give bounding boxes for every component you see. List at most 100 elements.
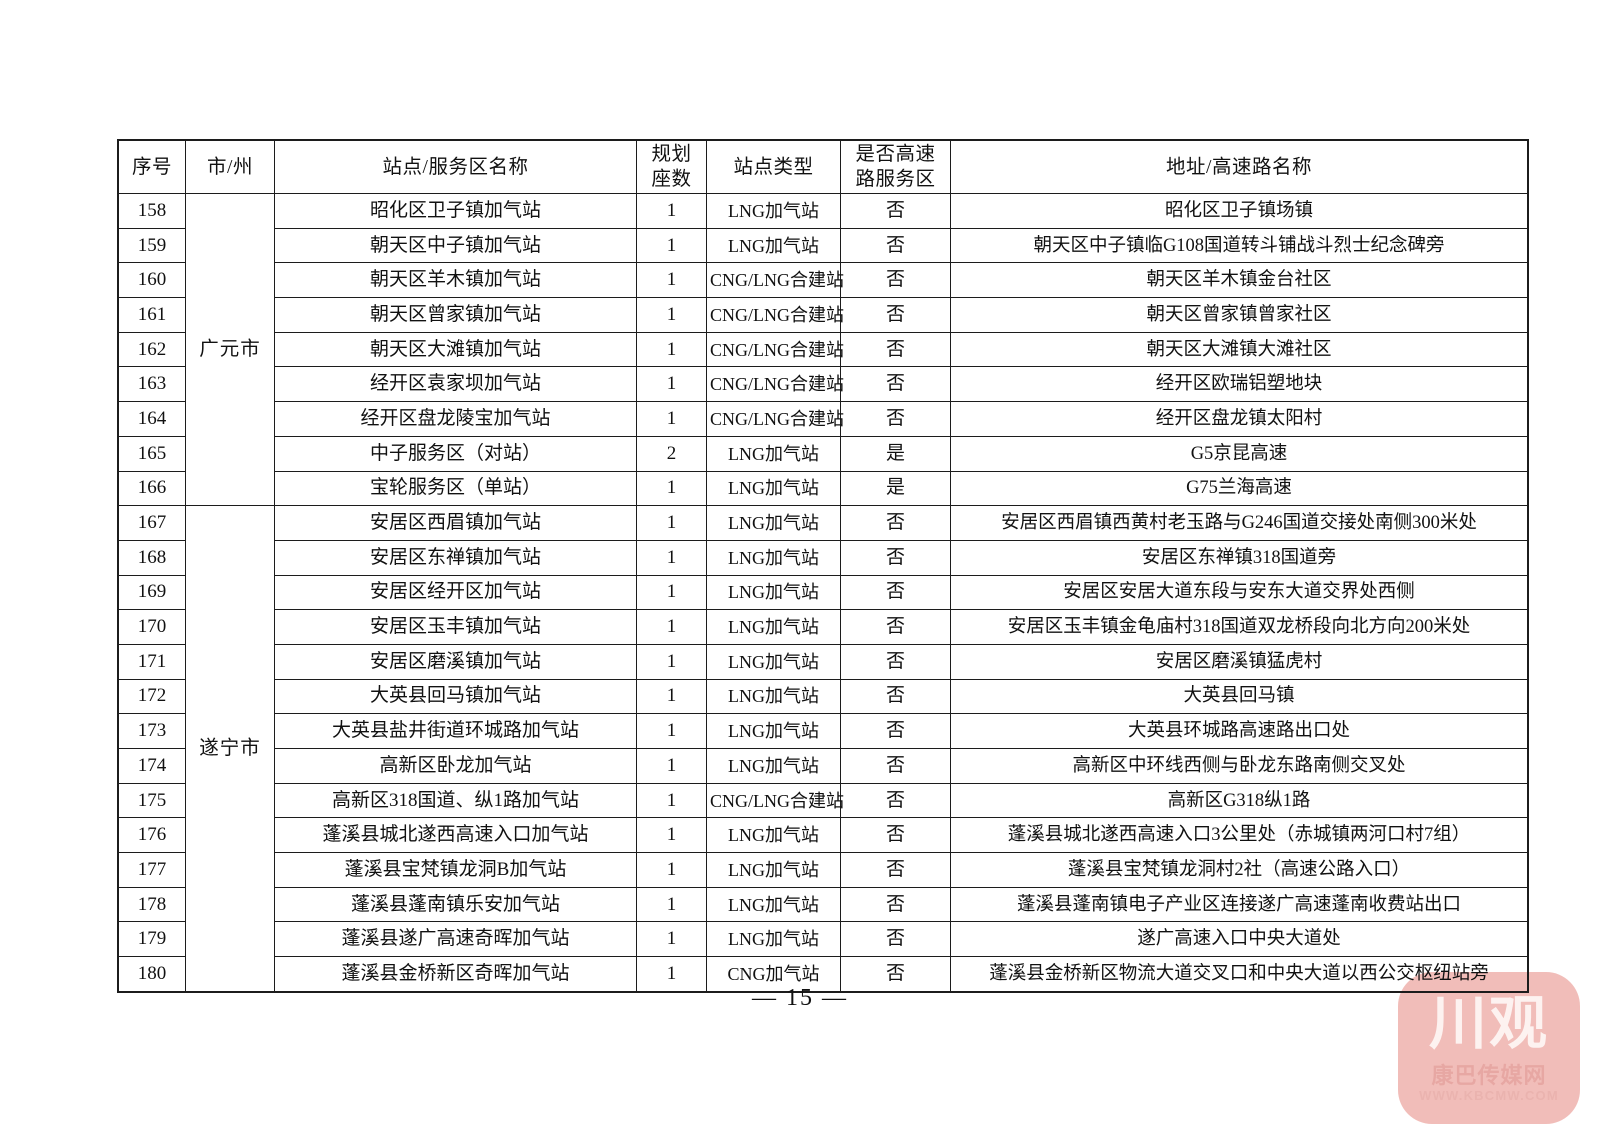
cell-station-name: 安居区玉丰镇加气站	[274, 609, 637, 645]
cell-address: G75兰海高速	[950, 470, 1528, 507]
cell-seats: 1	[636, 817, 707, 854]
cell-station-type: LNG加气站	[706, 193, 841, 229]
cell-station-type: CNG/LNG合建站	[706, 297, 844, 333]
table-row: 167 遂宁市 安居区西眉镇加气站 1 LNG加气站否安居区西眉镇西黄村老玉路与G246…	[118, 505, 1528, 992]
cell-station-name: 高新区318国道、纵1路加气站	[274, 782, 637, 819]
cell-no: 166	[118, 470, 186, 507]
cell-no: 164	[118, 401, 186, 437]
cell-seats: 1	[636, 193, 707, 229]
cell-no: 168	[118, 539, 186, 576]
cell-seats: 1	[636, 643, 707, 680]
column-header-seats-line1: 规划	[651, 144, 692, 165]
cell-is-highway: 否	[840, 956, 951, 992]
cell-address: 安居区西眉镇西黄村老玉路与G246国道交接处南侧300米处	[950, 505, 1528, 541]
column-header-highway-line1: 是否高速	[855, 144, 936, 165]
cell-seats: 1	[636, 782, 707, 819]
table-row: 170 安居区玉丰镇加气站 1 LNG加气站否安居区玉丰镇金龟庙村318国道双龙桥段向…	[118, 609, 1528, 645]
table-row: 162 朝天区大滩镇加气站 1 CNG/LNG合建站否朝天区大滩镇大滩社区	[118, 331, 1528, 368]
cell-station-name: 蓬溪县宝梵镇龙洞B加气站	[274, 852, 637, 888]
cell-station-type: CNG/LNG合建站	[706, 262, 844, 299]
cell-is-highway: 否	[840, 193, 951, 229]
cell-station-type: CNG/LNG合建站	[706, 401, 844, 437]
cell-no: 178	[118, 886, 186, 923]
cell-station-name: 朝天区曾家镇加气站	[274, 297, 637, 333]
cell-address: 安居区东禅镇318国道旁	[950, 539, 1528, 576]
cell-seats: 1	[636, 609, 707, 645]
cell-no: 172	[118, 678, 186, 715]
watermark-sub-text: 康巴传媒网	[1431, 1063, 1547, 1089]
cell-station-name: 大英县盐井街道环城路加气站	[274, 713, 637, 749]
cell-is-highway: 否	[840, 539, 951, 576]
cell-station-name: 宝轮服务区（单站）	[274, 470, 637, 507]
cell-no: 165	[118, 435, 186, 472]
table-row: 171 安居区磨溪镇加气站 1 LNG加气站否安居区磨溪镇猛虎村	[118, 643, 1528, 680]
cell-no: 173	[118, 713, 186, 749]
cell-is-highway: 是	[840, 470, 951, 507]
table-row: 165 中子服务区（对站） 2 LNG加气站是 G5京昆高速	[118, 435, 1528, 472]
column-header-name: 站点/服务区名称	[274, 140, 637, 194]
cell-station-type: LNG加气站	[706, 505, 841, 541]
cell-address: 大英县环城路高速路出口处	[950, 713, 1528, 749]
watermark-main-text: 川观	[1428, 989, 1549, 1057]
cell-no: 160	[118, 262, 186, 299]
cell-station-type: CNG/LNG合建站	[706, 331, 844, 368]
table-row: 180 蓬溪县金桥新区奇晖加气站 1 CNG加气站否蓬溪县金桥新区物流大道交叉口和中央…	[118, 956, 1528, 992]
cell-address: 朝天区曾家镇曾家社区	[950, 297, 1528, 333]
cell-seats: 1	[636, 331, 707, 368]
cell-station-name: 朝天区中子镇加气站	[274, 227, 637, 264]
column-header-highway: 是否高速 路服务区	[840, 140, 951, 194]
cell-station-type: LNG加气站	[706, 713, 841, 749]
cell-no: 176	[118, 817, 186, 854]
page-number: — 15 —	[752, 985, 848, 1011]
cell-is-highway: 否	[840, 331, 951, 368]
cell-no: 158	[118, 193, 186, 229]
cell-station-name: 蓬溪县金桥新区奇晖加气站	[274, 956, 637, 992]
cell-is-highway: 否	[840, 574, 951, 611]
table-row: 159 朝天区中子镇加气站 1 LNG加气站否朝天区中子镇临G108国道转斗铺战斗烈士…	[118, 227, 1528, 264]
table-row: 178 蓬溪县蓬南镇乐安加气站 1 LNG加气站否蓬溪县蓬南镇电子产业区连接遂广高速蓬…	[118, 886, 1528, 923]
cell-station-type: LNG加气站	[706, 609, 841, 645]
station-table: 序号 市/州 站点/服务区名称 规划 座数 站点类型 是否高速 路服务区 地址/…	[117, 139, 1529, 993]
cell-address: 朝天区中子镇临G108国道转斗铺战斗烈士纪念碑旁	[950, 227, 1528, 264]
table-header: 序号 市/州 站点/服务区名称 规划 座数 站点类型 是否高速 路服务区 地址/…	[118, 140, 1528, 194]
cell-no: 167	[118, 505, 186, 541]
cell-seats: 1	[636, 852, 707, 888]
cell-station-name: 大英县回马镇加气站	[274, 678, 637, 715]
table-row: 177 蓬溪县宝梵镇龙洞B加气站 1 LNG加气站否蓬溪县宝梵镇龙洞村2社（高速公路入…	[118, 852, 1528, 888]
cell-address: 高新区中环线西侧与卧龙东路南侧交叉处	[950, 748, 1528, 784]
cell-seats: 1	[636, 297, 707, 333]
column-header-seats-line2: 座数	[651, 169, 692, 190]
cell-is-highway: 否	[840, 609, 951, 645]
cell-seats: 1	[636, 574, 707, 611]
cell-station-type: LNG加气站	[706, 748, 841, 784]
cell-station-name: 经开区袁家坝加气站	[274, 366, 637, 403]
cell-station-type: CNG/LNG合建站	[706, 366, 844, 403]
cell-is-highway: 是	[840, 435, 951, 472]
cell-seats: 1	[636, 505, 707, 541]
table-row: 161 朝天区曾家镇加气站 1 CNG/LNG合建站否朝天区曾家镇曾家社区	[118, 297, 1528, 333]
cell-station-name: 高新区卧龙加气站	[274, 748, 637, 784]
cell-is-highway: 否	[840, 782, 951, 819]
cell-address: 经开区盘龙镇太阳村	[950, 401, 1528, 437]
cell-seats: 1	[636, 713, 707, 749]
cell-seats: 1	[636, 678, 707, 715]
cell-seats: 1	[636, 921, 707, 958]
cell-address: 经开区欧瑞铝塑地块	[950, 366, 1528, 403]
cell-station-name: 蓬溪县蓬南镇乐安加气站	[274, 886, 637, 923]
station-table-container: 序号 市/州 站点/服务区名称 规划 座数 站点类型 是否高速 路服务区 地址/…	[117, 139, 1529, 993]
table-row: 173 大英县盐井街道环城路加气站 1 LNG加气站否大英县环城路高速路出口处	[118, 713, 1528, 749]
table-header-row: 序号 市/州 站点/服务区名称 规划 座数 站点类型 是否高速 路服务区 地址/…	[118, 140, 1528, 194]
table-row: 179 蓬溪县遂广高速奇晖加气站 1 LNG加气站否遂广高速入口中央大道处	[118, 921, 1528, 958]
cell-station-type: LNG加气站	[706, 886, 841, 923]
watermark-logo: 川观 康巴传媒网 WWW.KBCMW.COM	[1398, 972, 1580, 1124]
cell-is-highway: 否	[840, 886, 951, 923]
table-row: 176 蓬溪县城北遂西高速入口加气站 1 LNG加气站否蓬溪县城北遂西高速入口3公里处…	[118, 817, 1528, 854]
cell-seats: 1	[636, 227, 707, 264]
column-header-type: 站点类型	[706, 140, 841, 194]
watermark-url-text: WWW.KBCMW.COM	[1419, 1088, 1559, 1103]
cell-no: 177	[118, 852, 186, 888]
cell-is-highway: 否	[840, 713, 951, 749]
cell-city: 广元市	[185, 192, 275, 507]
column-header-city: 市/州	[185, 140, 275, 194]
